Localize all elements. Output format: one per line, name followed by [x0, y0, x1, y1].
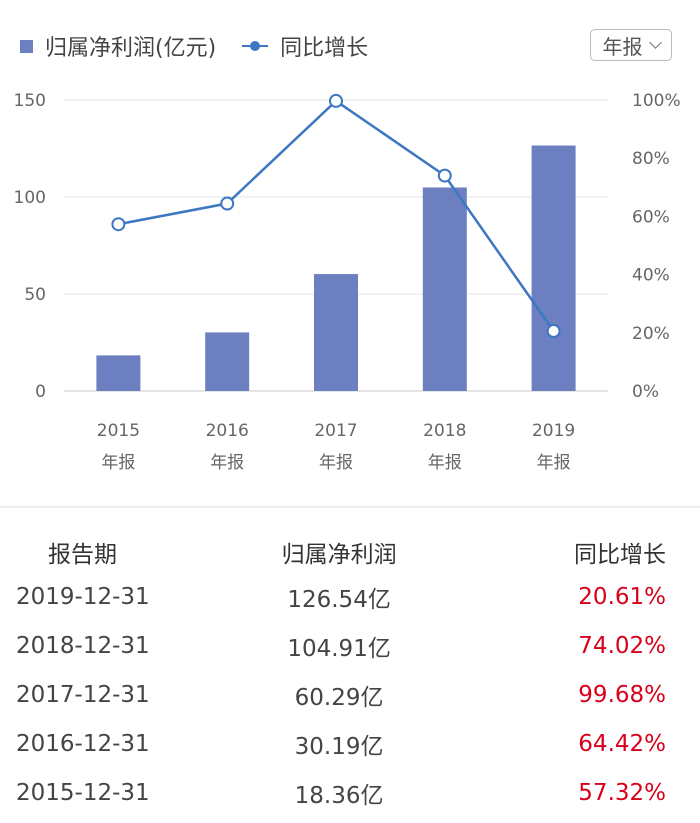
cell-report-period: 2017-12-31 [16, 681, 150, 708]
header-yoy-growth: 同比增长 [574, 542, 666, 568]
legend-label-yoy-growth: 同比增长 [280, 36, 369, 61]
x-tick-label-suffix: 年报 [101, 453, 135, 473]
cell-net-profit: 30.19亿 [294, 733, 384, 760]
growth-point-2019 [546, 324, 561, 339]
cell-net-profit: 60.29亿 [294, 684, 384, 711]
net-profit-chart: 0 50 100 150 0% 20% 40% 60% 80% 100% 2015 年报 2016 年报 2… [14, 91, 681, 473]
cell-yoy-growth: 64.42% [578, 730, 666, 757]
table-row[interactable]: 2019-12-31 126.54亿 20.61% [0, 572, 700, 621]
legend-item-yoy-growth[interactable]: 同比增长 [242, 30, 368, 62]
y-right-tick-label: 60% [632, 207, 670, 227]
y-right-tick-label: 20% [632, 324, 670, 344]
cell-net-profit: 18.36亿 [294, 782, 384, 809]
cell-yoy-growth: 74.02% [578, 632, 666, 659]
x-tick-label-suffix: 年报 [210, 453, 244, 473]
y-right-tick-label: 40% [632, 266, 670, 286]
y-right-tick-label: 0% [632, 382, 659, 402]
bar-2017 [314, 274, 358, 391]
legend-label-net-profit: 归属净利润(亿元) [45, 36, 217, 61]
x-tick-label-year: 2015 [97, 421, 140, 441]
bar-2016 [205, 332, 250, 391]
header-net-profit: 归属净利润 [281, 542, 397, 568]
x-tick-label-suffix: 年报 [537, 453, 571, 473]
y-left-tick-label: 150 [14, 91, 46, 111]
bar-2019 [531, 145, 576, 391]
cell-report-period: 2018-12-31 [16, 632, 150, 659]
table-row[interactable]: 2016-12-31 30.19亿 64.42% [0, 719, 700, 768]
cell-yoy-growth: 99.68% [578, 681, 666, 708]
growth-point-2016 [220, 196, 235, 211]
x-tick-label-year: 2017 [314, 421, 357, 441]
header-report-period: 报告期 [48, 542, 117, 568]
x-tick-label-year: 2018 [423, 421, 466, 441]
bar-swatch-icon [20, 39, 33, 53]
x-tick-label-year: 2019 [532, 421, 575, 441]
cell-report-period: 2016-12-31 [16, 730, 150, 757]
y-right-tick-label: 100% [632, 91, 681, 111]
x-tick-label-year: 2016 [206, 421, 249, 441]
y-left-tick-label: 100 [14, 188, 46, 208]
x-tick-label-suffix: 年报 [319, 453, 353, 473]
bar-2018 [422, 187, 467, 391]
growth-point-2015 [111, 217, 126, 232]
y-left-tick-label: 50 [24, 285, 46, 305]
cell-yoy-growth: 57.32% [578, 779, 666, 806]
bar-2015 [96, 355, 141, 391]
chart-legend: 归属净利润(亿元) 同比增长 [20, 28, 394, 64]
cell-report-period: 2019-12-31 [16, 583, 150, 610]
legend-item-net-profit[interactable]: 归属净利润(亿元) [20, 30, 216, 62]
cell-net-profit: 104.91亿 [287, 635, 391, 662]
section-divider [0, 506, 700, 508]
report-period-value: 年报 [602, 34, 643, 59]
table-header-row: 报告期 归属净利润 同比增长 [0, 532, 700, 572]
cell-report-period: 2015-12-31 [16, 779, 150, 806]
table-row[interactable]: 2018-12-31 104.91亿 74.02% [0, 621, 700, 670]
table-row[interactable]: 2015-12-31 18.36亿 57.32% [0, 768, 700, 817]
net-profit-table: 报告期 归属净利润 同比增长 2019-12-31 126.54亿 20.61%… [0, 532, 700, 817]
line-swatch-icon [242, 39, 269, 53]
table-row[interactable]: 2017-12-31 60.29亿 99.68% [0, 670, 700, 719]
cell-yoy-growth: 20.61% [578, 583, 666, 610]
cell-net-profit: 126.54亿 [287, 586, 391, 613]
x-tick-label-suffix: 年报 [428, 453, 462, 473]
y-left-tick-label: 0 [35, 382, 46, 402]
y-right-tick-label: 80% [632, 149, 670, 169]
growth-point-2018 [437, 168, 452, 183]
report-period-select[interactable]: 年报 [590, 29, 672, 61]
growth-point-2017 [329, 93, 343, 108]
